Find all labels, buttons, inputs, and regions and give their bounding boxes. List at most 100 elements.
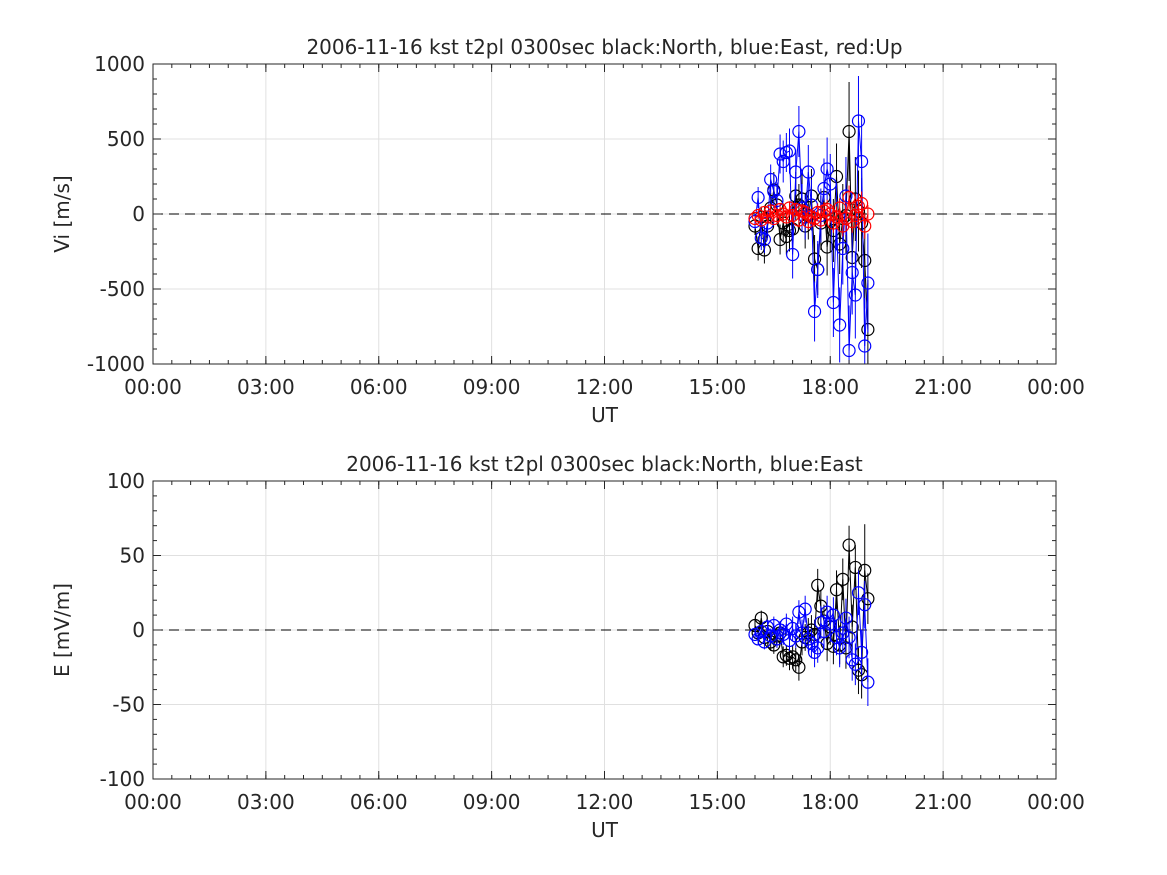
- electric-field-x-tick-label: 09:00: [463, 790, 521, 814]
- electric-field-data-point: [842, 630, 856, 645]
- velocity-data-point: [760, 210, 775, 224]
- velocity-x-tick-label: 15:00: [689, 375, 747, 399]
- electric-field-y-tick-label: 100: [107, 469, 145, 493]
- velocity-data-point: [748, 211, 762, 226]
- velocity-data-point: [801, 214, 815, 229]
- electric-field-data-point: [801, 632, 815, 646]
- velocity-x-tick-label: 09:00: [463, 375, 521, 399]
- electric-field-data-point: [842, 538, 856, 552]
- velocity-data-point: [782, 144, 797, 158]
- electric-field-chart-title: 2006-11-16 kst t2pl 0300sec black:North,…: [346, 452, 863, 476]
- velocity-data-point: [820, 240, 834, 254]
- electric-field-data-point: [829, 583, 844, 597]
- velocity-data-point: [757, 205, 772, 220]
- velocity-data-point: [848, 208, 862, 223]
- electric-field-y-tick-label: 50: [120, 544, 145, 568]
- velocity-data-point: [811, 205, 825, 220]
- velocity-data-point: [833, 318, 847, 332]
- velocity-data-point: [823, 207, 837, 221]
- electric-field-data-point: [811, 578, 825, 592]
- velocity-data-point: [829, 210, 844, 224]
- velocity-data-point: [845, 214, 859, 229]
- velocity-data-point: [757, 232, 772, 247]
- velocity-data-point: [833, 237, 847, 251]
- velocity-data-point: [858, 219, 872, 233]
- velocity-x-tick-label: 12:00: [576, 375, 634, 399]
- electric-field-data-point: [839, 611, 853, 625]
- electric-field-data-point: [851, 586, 866, 600]
- electric-field-x-tick-label: 00:00: [1027, 790, 1085, 814]
- velocity-data-point: [807, 304, 822, 319]
- electric-field-data-point: [760, 620, 775, 634]
- velocity-data-point: [845, 265, 859, 280]
- electric-field-data-point: [848, 560, 862, 575]
- electric-field-series-1: [748, 570, 875, 706]
- velocity-data-point: [751, 208, 765, 223]
- electric-field-y-axis-label: E [mV/m]: [50, 583, 74, 677]
- velocity-y-tick-label: 500: [107, 127, 145, 151]
- velocity-x-tick-label: 21:00: [914, 375, 972, 399]
- velocity-data-point: [776, 154, 790, 169]
- velocity-data-point: [807, 211, 822, 226]
- electric-field-data-point: [855, 645, 869, 659]
- electric-field-data-point: [786, 650, 800, 664]
- velocity-y-tick-label: 0: [132, 202, 145, 226]
- velocity-data: [748, 76, 875, 364]
- velocity-data-point: [764, 172, 778, 187]
- electric-field-data-point: [792, 660, 806, 674]
- velocity-data-point: [855, 196, 869, 211]
- electric-field-ticks: 00:00 03:00 06:00 09:00 12:00 15:00 18:00 21:00…: [100, 469, 1085, 814]
- electric-field-data-point: [826, 608, 840, 622]
- velocity-data-point: [858, 253, 872, 268]
- electric-field-axes: 00:00 03:00 06:00 09:00 12:00 15:00 18:00 21:00…: [50, 452, 1085, 842]
- velocity-y-tick-label: -500: [100, 277, 145, 301]
- velocity-data-point: [820, 202, 834, 217]
- velocity-data-point: [773, 147, 787, 161]
- electric-field-y-tick-label: -100: [100, 767, 145, 791]
- electric-field-data-point: [789, 629, 803, 643]
- velocity-data-point: [786, 247, 800, 262]
- electric-field-data-point: [814, 615, 828, 630]
- velocity-data-point: [826, 295, 840, 310]
- velocity-data-point: [842, 190, 856, 205]
- velocity-data-point: [754, 213, 768, 227]
- electric-field-data-point: [858, 598, 872, 612]
- velocity-data-point: [782, 201, 797, 215]
- electric-field-data-point: [861, 675, 875, 689]
- electric-field-x-tick-label: 03:00: [237, 790, 295, 814]
- electric-field-data-point: [751, 632, 765, 646]
- velocity-axes: 00:00 03:00 06:00 09:00 12:00 15:00 18:00 21:00…: [50, 35, 1085, 427]
- velocity-data-point: [851, 114, 866, 128]
- electric-field-data-point: [767, 638, 781, 652]
- velocity-data-point: [773, 232, 787, 247]
- electric-field-data-point: [754, 611, 768, 625]
- velocity-data-point: [833, 201, 847, 215]
- electric-field-data-point: [807, 645, 822, 659]
- electric-field-x-axis-label: UT: [591, 818, 619, 842]
- electric-field-data-point: [823, 617, 837, 631]
- velocity-y-tick-label: 1000: [94, 52, 145, 76]
- velocity-x-tick-label: 03:00: [237, 375, 295, 399]
- electric-field-data-point: [848, 657, 862, 671]
- velocity-data-point: [770, 208, 784, 223]
- velocity-data-point: [811, 262, 825, 277]
- electric-field-data: [748, 524, 875, 706]
- velocity-data-point: [851, 199, 866, 214]
- velocity-data-point: [839, 211, 853, 226]
- electric-field-data-point: [789, 653, 803, 667]
- electric-field-data-point: [820, 605, 834, 619]
- velocity-data-point: [842, 124, 856, 139]
- velocity-data-point: [779, 210, 793, 224]
- velocity-x-tick-label: 06:00: [350, 375, 408, 399]
- electric-field-x-tick-label: 00:00: [124, 790, 182, 814]
- velocity-data-point: [751, 190, 765, 205]
- velocity-data-point: [855, 154, 869, 169]
- electric-field-data-point: [748, 627, 762, 642]
- electric-field-x-tick-label: 18:00: [801, 790, 859, 814]
- velocity-series-2: [748, 185, 875, 239]
- electric-field-x-tick-label: 12:00: [576, 790, 634, 814]
- velocity-chart-title: 2006-11-16 kst t2pl 0300sec black:North,…: [306, 35, 902, 59]
- electric-field-data-point: [833, 641, 847, 655]
